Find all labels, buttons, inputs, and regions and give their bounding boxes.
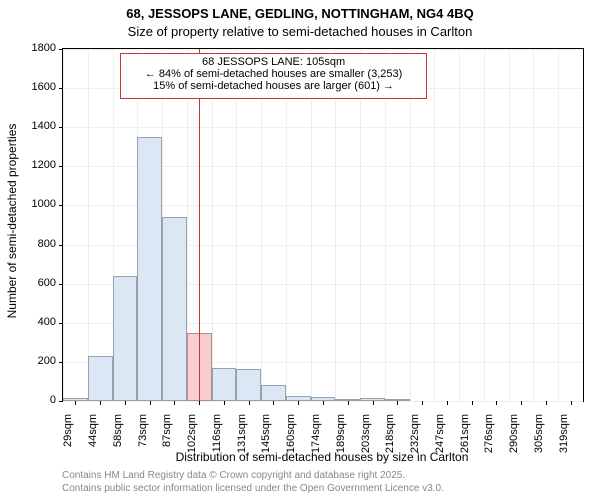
annotation-line: ← 84% of semi-detached houses are smalle… — [125, 68, 422, 80]
xtick-mark — [75, 401, 76, 405]
xtick-mark — [373, 401, 374, 405]
grid-line-v — [410, 49, 411, 401]
xtick-label: 131sqm — [236, 414, 248, 464]
chart-subtitle: Size of property relative to semi-detach… — [0, 24, 600, 39]
footer-line-2: Contains public sector information licen… — [62, 483, 444, 494]
ytick-label: 1400 — [16, 120, 56, 132]
histogram-bar — [261, 385, 286, 401]
xtick-label: 232sqm — [409, 414, 421, 464]
xtick-mark — [298, 401, 299, 405]
xtick-mark — [571, 401, 572, 405]
xtick-mark — [521, 401, 522, 405]
xtick-label: 305sqm — [533, 414, 545, 464]
ytick-label: 1200 — [16, 159, 56, 171]
xtick-mark — [249, 401, 250, 405]
xtick-mark — [348, 401, 349, 405]
grid-line-v — [459, 49, 460, 401]
histogram-bar — [88, 356, 113, 401]
histogram-bar — [162, 217, 187, 401]
ytick-label: 600 — [16, 277, 56, 289]
xtick-mark — [125, 401, 126, 405]
xtick-label: 58sqm — [112, 414, 124, 464]
histogram-bar — [236, 369, 261, 401]
grid-line-v — [533, 49, 534, 401]
xtick-label: 145sqm — [260, 414, 272, 464]
ytick-label: 400 — [16, 316, 56, 328]
xtick-label: 160sqm — [285, 414, 297, 464]
annotation-line: 68 JESSOPS LANE: 105sqm — [125, 56, 422, 68]
annotation-line: 15% of semi-detached houses are larger (… — [125, 80, 422, 92]
xtick-label: 203sqm — [360, 414, 372, 464]
xtick-label: 73sqm — [137, 414, 149, 464]
chart-title: 68, JESSOPS LANE, GEDLING, NOTTINGHAM, N… — [0, 6, 600, 21]
xtick-mark — [422, 401, 423, 405]
xtick-label: 102sqm — [186, 414, 198, 464]
xtick-label: 189sqm — [335, 414, 347, 464]
ytick-mark — [59, 401, 63, 402]
ytick-label: 1800 — [16, 42, 56, 54]
xtick-mark — [174, 401, 175, 405]
xtick-mark — [150, 401, 151, 405]
highlight-marker-line — [199, 49, 200, 401]
xtick-label: 247sqm — [434, 414, 446, 464]
grid-line-v — [360, 49, 361, 401]
xtick-mark — [224, 401, 225, 405]
xtick-label: 261sqm — [459, 414, 471, 464]
ytick-label: 0 — [16, 394, 56, 406]
grid-line-v — [385, 49, 386, 401]
xtick-label: 276sqm — [483, 414, 495, 464]
y-axis-label: Number of semi-detached properties — [5, 45, 19, 397]
xtick-label: 218sqm — [384, 414, 396, 464]
xtick-label: 116sqm — [211, 414, 223, 464]
xtick-label: 29sqm — [62, 414, 74, 464]
grid-line-v — [509, 49, 510, 401]
xtick-mark — [273, 401, 274, 405]
ytick-label: 1000 — [16, 198, 56, 210]
grid-line-v — [212, 49, 213, 401]
grid-line-h — [63, 127, 583, 128]
grid-line-v — [434, 49, 435, 401]
grid-line-v — [236, 49, 237, 401]
xtick-label: 290sqm — [508, 414, 520, 464]
xtick-label: 174sqm — [310, 414, 322, 464]
grid-line-v — [286, 49, 287, 401]
plot-area: 68 JESSOPS LANE: 105sqm← 84% of semi-det… — [62, 48, 584, 402]
xtick-mark — [447, 401, 448, 405]
histogram-bar — [212, 368, 237, 401]
grid-line-v — [88, 49, 89, 401]
xtick-mark — [546, 401, 547, 405]
xtick-label: 44sqm — [87, 414, 99, 464]
grid-line-v — [311, 49, 312, 401]
xtick-mark — [199, 401, 200, 405]
xtick-mark — [100, 401, 101, 405]
grid-line-v — [261, 49, 262, 401]
grid-line-v — [558, 49, 559, 401]
xtick-mark — [323, 401, 324, 405]
grid-line-v — [63, 49, 64, 401]
footer-line-1: Contains HM Land Registry data © Crown c… — [62, 470, 405, 481]
xtick-mark — [397, 401, 398, 405]
histogram-bar — [113, 276, 138, 401]
xtick-mark — [472, 401, 473, 405]
histogram-bar — [137, 137, 162, 401]
grid-line-v — [335, 49, 336, 401]
ytick-label: 800 — [16, 238, 56, 250]
ytick-label: 200 — [16, 355, 56, 367]
annotation-box: 68 JESSOPS LANE: 105sqm← 84% of semi-det… — [120, 53, 427, 99]
xtick-label: 87sqm — [161, 414, 173, 464]
xtick-mark — [496, 401, 497, 405]
ytick-label: 1600 — [16, 81, 56, 93]
grid-line-h — [63, 49, 583, 50]
grid-line-v — [484, 49, 485, 401]
xtick-label: 319sqm — [558, 414, 570, 464]
